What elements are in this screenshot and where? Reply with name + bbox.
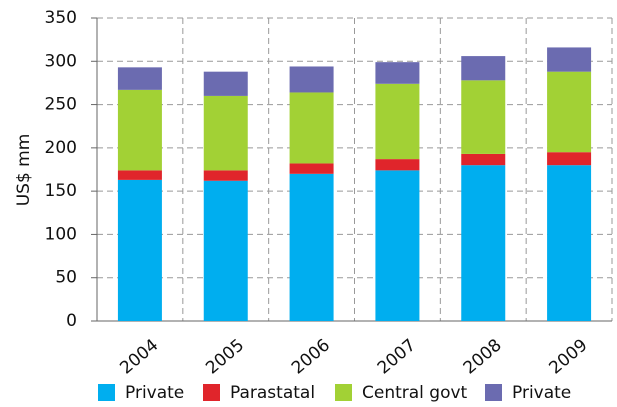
- bar-segment: [117, 67, 162, 90]
- bar-segment: [203, 71, 248, 96]
- legend-label: Private: [512, 383, 571, 403]
- bar-segment: [203, 180, 248, 321]
- legend-swatch: [203, 384, 220, 401]
- x-tick-label: 2004: [116, 335, 162, 378]
- y-tick-label: 300: [45, 51, 77, 71]
- x-tick-label: 2006: [288, 335, 334, 378]
- bar-segment: [547, 47, 592, 72]
- bar-segment: [117, 89, 162, 171]
- bar-segment: [547, 71, 592, 153]
- legend-swatch: [98, 384, 115, 401]
- bar-segment: [289, 66, 334, 93]
- bar-segment: [375, 159, 420, 171]
- y-tick-label: 0: [66, 311, 77, 331]
- bar-segment: [289, 163, 334, 174]
- legend-label: Parastatal: [230, 383, 315, 403]
- bar-segment: [117, 179, 162, 321]
- bar-segment: [461, 153, 506, 166]
- y-tick-label: 100: [45, 224, 77, 244]
- y-tick-label: 250: [45, 95, 77, 115]
- x-tick-label: 2007: [374, 335, 420, 378]
- bar-segment: [375, 62, 420, 84]
- y-tick-label: 150: [45, 181, 77, 201]
- y-axis-label: US$ mm: [14, 134, 34, 207]
- x-tick-label: 2005: [202, 335, 248, 378]
- bar-segment: [375, 170, 420, 321]
- y-tick-label: 50: [55, 268, 77, 288]
- bar-segment: [203, 170, 248, 181]
- bar-segment: [289, 173, 334, 321]
- bar-segment: [203, 95, 248, 171]
- bar-segment: [461, 165, 506, 321]
- legend-swatch: [335, 384, 352, 401]
- y-tick-label: 350: [45, 8, 77, 28]
- legend-label: Central govt: [362, 383, 468, 403]
- bar-segment: [547, 165, 592, 321]
- bar-segment: [461, 56, 506, 81]
- x-tick-label: 2009: [546, 335, 592, 378]
- legend-swatch: [485, 384, 502, 401]
- bar-segment: [547, 152, 592, 166]
- bar-segment: [117, 170, 162, 180]
- bar-segment: [375, 83, 420, 160]
- legend-label: Private: [125, 383, 184, 403]
- y-tick-label: 200: [45, 138, 77, 158]
- bar-segment: [289, 92, 334, 164]
- x-tick-label: 2008: [460, 335, 506, 378]
- bar-segment: [461, 80, 506, 154]
